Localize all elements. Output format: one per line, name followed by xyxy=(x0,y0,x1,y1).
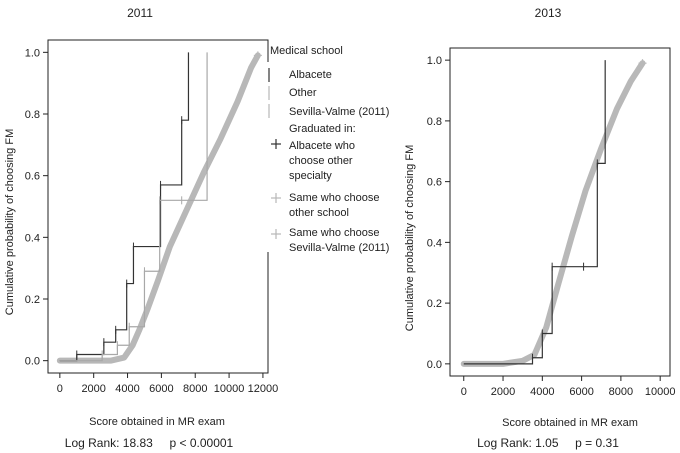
legend-item-albacete: Albacete xyxy=(268,68,332,82)
y-tick-label: 0.2 xyxy=(427,298,442,310)
y-tick-label: 0.6 xyxy=(25,171,40,183)
x-tick-label: 4000 xyxy=(115,383,139,395)
x-tick-label: 4000 xyxy=(530,386,554,398)
x-tick-label: 8000 xyxy=(609,386,633,398)
series-other xyxy=(460,59,647,367)
x-tick-label: 6000 xyxy=(149,383,173,395)
legend-box xyxy=(267,62,397,252)
y-axis-label: Cumulative probability of choosing FM xyxy=(4,129,16,315)
legend-label: Other xyxy=(289,87,317,99)
y-tick-label: 0.0 xyxy=(427,359,442,371)
chart-title: 2013 xyxy=(535,6,562,20)
chart-2013: 2013 0 2000 4000 6000 8000 100000.00.20.40.60… xyxy=(404,6,675,450)
y-tick-label: 0.4 xyxy=(25,232,40,244)
legend-item-other-school: Same who choose other school xyxy=(271,192,380,219)
legend-label: Sevilla-Valme (2011) xyxy=(289,106,389,118)
y-tick-label: 0.0 xyxy=(25,356,40,368)
y-tick-label: 0.8 xyxy=(427,116,442,128)
y-tick-label: 1.0 xyxy=(25,47,40,59)
legend-label-line: other school xyxy=(289,207,349,219)
step-line xyxy=(463,60,606,365)
legend-label-line: Sevilla-Valme (2011) xyxy=(289,242,389,254)
x-tick-label: 6000 xyxy=(569,386,593,398)
legend-item-sevilla-valme: Sevilla-Valme (2011) xyxy=(268,104,389,118)
chart-title: 2011 xyxy=(127,6,153,20)
x-tick-label: 0 xyxy=(461,386,467,398)
log-rank-footnote: Log Rank: 18.83 p < 0.00001 xyxy=(65,436,234,450)
legend: Medical school Albacete Other Sevilla-Va… xyxy=(267,45,397,254)
y-tick-label: 1.0 xyxy=(427,55,442,67)
y-tick-label: 0.6 xyxy=(427,177,442,189)
x-tick-label: 2000 xyxy=(491,386,515,398)
legend-label-line: Same who choose xyxy=(289,192,380,204)
step-line xyxy=(59,52,190,362)
plot-frame xyxy=(47,39,269,374)
x-tick-label: 8000 xyxy=(183,383,207,395)
series-lines xyxy=(56,51,262,364)
legend-item-albacete-other-specialty: Albacete who choose other specialty xyxy=(271,139,355,182)
legend-label-line: Same who choose xyxy=(289,227,380,239)
plot-frame xyxy=(449,47,671,377)
legend-label-line: specialty xyxy=(289,170,332,182)
x-tick-label: 0 xyxy=(57,383,63,395)
cross-icon xyxy=(271,229,281,239)
log-rank-footnote: Log Rank: 1.05 p = 0.31 xyxy=(477,436,619,450)
axis-ticks: 0 2000 4000 6000 8000 10000 0.0 0.2 0.4 0.6 0.8 1.0 xyxy=(427,55,676,398)
censor-band xyxy=(56,52,261,364)
legend-item-sevilla-valme-choice: Same who choose Sevilla-Valme (2011) xyxy=(271,227,389,254)
axis-ticks: 0 2000 4000 6000 8000 10000 12000 0.0 0.2 0.4 0.6 0… xyxy=(25,47,279,395)
x-tick-label: 12000 xyxy=(248,383,279,395)
legend-graduated-heading: Graduated in: xyxy=(289,123,356,135)
y-tick-label: 0.8 xyxy=(25,109,40,121)
x-tick-label: 10000 xyxy=(645,386,676,398)
chart-2011: 2011 0 2000 4000 6000 8000 10000 12000 0.0 0.2 0.… xyxy=(4,6,278,450)
cross-icon xyxy=(271,193,281,203)
x-tick-label: 2000 xyxy=(81,383,105,395)
series-albacete xyxy=(59,52,190,362)
series-albacete xyxy=(463,60,606,365)
legend-label: Same who choose Sevilla-Valme (2011) xyxy=(289,227,389,254)
series-lines xyxy=(460,59,647,367)
legend-label-line: choose other xyxy=(289,155,353,167)
legend-label: Same who choose other school xyxy=(289,192,380,219)
series-sevilla-valme-2011 xyxy=(59,52,208,362)
censor-band xyxy=(460,60,646,367)
y-axis-label: Cumulative probability of choosing FM xyxy=(404,145,416,331)
legend-label: Albacete xyxy=(289,69,332,81)
cross-icon xyxy=(271,139,281,149)
y-tick-label: 0.4 xyxy=(427,237,442,249)
legend-title: Medical school xyxy=(270,45,343,57)
step-line xyxy=(59,52,208,362)
legend-item-other: Other xyxy=(268,86,317,100)
legend-label: Albacete who choose other specialty xyxy=(289,140,355,182)
x-tick-label: 10000 xyxy=(214,383,245,395)
x-axis-label: Score obtained in MR exam xyxy=(89,416,225,428)
legend-label-line: Albacete who xyxy=(289,140,355,152)
x-axis-label: Score obtained in MR exam xyxy=(502,417,638,429)
y-tick-label: 0.2 xyxy=(25,294,40,306)
